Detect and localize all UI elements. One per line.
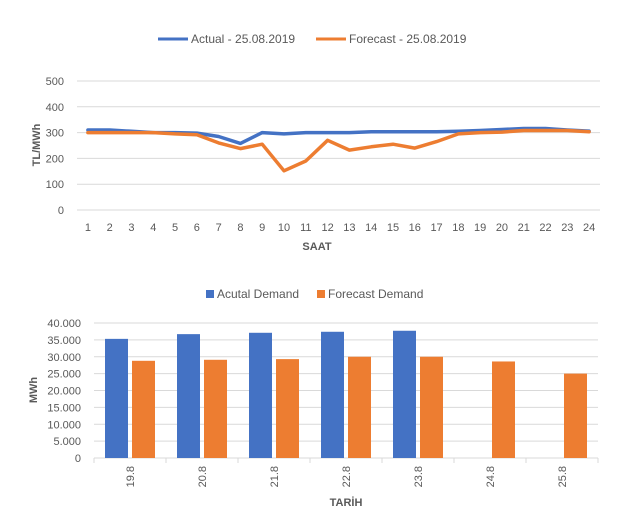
bar-forecast-demand	[276, 359, 299, 458]
bar-actual-demand	[321, 331, 344, 458]
bar-chart: Acutal Demand Forecast Demand 0 5.000 10.0…	[28, 287, 599, 509]
line-x-tick-label: 23	[561, 222, 573, 234]
line-x-tick-label: 19	[474, 222, 486, 234]
line-x-tick-label: 18	[452, 222, 464, 234]
line-y-tick-label: 300	[46, 128, 64, 140]
line-chart-y-title: TL/MWh	[31, 123, 43, 166]
bar-forecast-demand	[492, 361, 515, 458]
bar-x-tick-label: 24.8	[485, 466, 497, 487]
line-y-tick-label: 0	[58, 205, 64, 217]
line-chart-y-ticks: 0 100 200 300 400 500	[46, 76, 64, 217]
line-y-tick-label: 200	[46, 153, 64, 165]
line-chart-x-ticks: 1 2 3 4 5 6 7 8 9 10 11 12 13 14 15 16 17 18 19 20 21 22 23 24	[85, 222, 595, 234]
bar-actual-demand	[249, 332, 272, 458]
legend-label-forecast-demand: Forecast Demand	[328, 287, 423, 301]
line-x-tick-label: 4	[150, 222, 156, 234]
bar-x-tick-label: 22.8	[341, 466, 353, 487]
line-x-tick-label: 16	[409, 222, 421, 234]
line-x-tick-label: 3	[128, 222, 134, 234]
line-chart: Actual - 25.08.2019 Forecast - 25.08.201…	[31, 32, 600, 253]
bar-y-tick-label: 15.000	[47, 402, 81, 414]
line-x-tick-label: 21	[518, 222, 530, 234]
legend-swatch-forecast-demand	[317, 290, 325, 298]
line-x-tick-label: 6	[194, 222, 200, 234]
bar-x-tick-label: 21.8	[269, 466, 281, 487]
line-x-tick-label: 22	[539, 222, 551, 234]
line-chart-x-title: SAAT	[302, 241, 331, 253]
bar-actual-demand	[105, 338, 128, 458]
line-y-tick-label: 500	[46, 76, 64, 88]
bar-y-tick-label: 25.000	[47, 369, 81, 381]
line-x-tick-label: 11	[300, 222, 311, 234]
line-x-tick-label: 24	[583, 222, 595, 234]
line-x-tick-label: 20	[496, 222, 508, 234]
line-chart-series	[86, 126, 591, 173]
line-x-tick-label: 9	[259, 222, 265, 234]
bar-chart-legend: Acutal Demand Forecast Demand	[206, 287, 423, 301]
legend-label-forecast: Forecast - 25.08.2019	[349, 32, 467, 46]
bar-x-tick-label: 20.8	[197, 466, 209, 487]
line-series-forecast	[86, 128, 591, 173]
legend-label-actual: Actual - 25.08.2019	[191, 32, 295, 46]
line-chart-legend: Actual - 25.08.2019 Forecast - 25.08.201…	[158, 32, 467, 46]
bar-actual-demand	[393, 330, 416, 458]
bar-y-tick-label: 20.000	[47, 386, 81, 398]
bar-chart-y-title: MWh	[28, 377, 40, 404]
line-y-tick-label: 100	[46, 179, 64, 191]
bar-x-tick-label: 19.8	[125, 466, 137, 487]
line-x-tick-label: 14	[365, 222, 377, 234]
bar-forecast-demand	[348, 356, 371, 458]
bar-forecast-demand	[420, 356, 443, 458]
bar-x-tick-label: 25.8	[557, 466, 569, 487]
bar-y-tick-label: 0	[75, 453, 81, 465]
bar-forecast-demand	[204, 359, 227, 458]
line-x-tick-label: 10	[278, 222, 290, 234]
line-x-tick-label: 15	[387, 222, 399, 234]
line-y-tick-label: 400	[46, 102, 64, 114]
legend-swatch-actual-demand	[206, 290, 214, 298]
line-x-tick-label: 5	[172, 222, 178, 234]
bar-actual-demand	[177, 334, 200, 458]
line-x-tick-label: 13	[343, 222, 355, 234]
bar-chart-x-title: TARİH	[330, 496, 363, 509]
bar-y-tick-label: 35.000	[47, 335, 81, 347]
bar-forecast-demand	[132, 360, 155, 458]
bar-forecast-demand	[564, 373, 587, 458]
bar-y-tick-label: 5.000	[53, 436, 81, 448]
bar-chart-gridlines	[93, 322, 599, 463]
line-x-tick-label: 2	[107, 222, 113, 234]
line-x-tick-label: 7	[216, 222, 222, 234]
bar-y-tick-label: 30.000	[47, 352, 81, 364]
bar-chart-x-ticks: 19.8 20.8 21.8 22.8 23.8 24.8 25.8	[125, 466, 569, 487]
line-x-tick-label: 1	[85, 222, 91, 234]
line-x-tick-label: 12	[321, 222, 333, 234]
line-x-tick-label: 17	[430, 222, 442, 234]
bar-y-tick-label: 10.000	[47, 419, 81, 431]
legend-label-actual-demand: Acutal Demand	[217, 287, 299, 301]
bar-x-tick-label: 23.8	[413, 466, 425, 487]
bar-y-tick-label: 40.000	[47, 318, 81, 330]
bar-chart-y-ticks: 0 5.000 10.000 15.000 20.000 25.000 30.000 35.0…	[47, 318, 81, 465]
line-x-tick-label: 8	[237, 222, 243, 234]
bar-chart-bars	[105, 330, 587, 458]
